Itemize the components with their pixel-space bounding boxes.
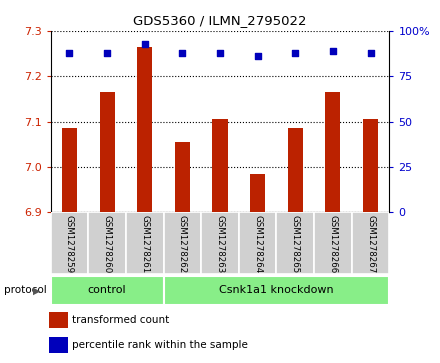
Bar [175, 142, 190, 212]
Bar [250, 174, 265, 212]
Text: ▶: ▶ [33, 285, 40, 295]
Text: protocol: protocol [4, 285, 47, 295]
Text: GSM1278264: GSM1278264 [253, 216, 262, 274]
Bar [88, 212, 126, 274]
Bar [363, 119, 378, 212]
Text: control: control [88, 285, 126, 295]
Text: Csnk1a1 knockdown: Csnk1a1 knockdown [219, 285, 334, 295]
Point [103, 50, 110, 56]
Text: GSM1278267: GSM1278267 [366, 216, 375, 274]
Text: GSM1278266: GSM1278266 [328, 216, 337, 274]
Bar [137, 47, 152, 212]
Bar [99, 92, 114, 212]
Text: GSM1278265: GSM1278265 [291, 216, 300, 274]
Text: GSM1278262: GSM1278262 [178, 216, 187, 274]
Text: transformed count: transformed count [73, 315, 170, 325]
Bar [49, 312, 68, 328]
Bar [126, 212, 164, 274]
Point [292, 50, 299, 56]
Point [141, 41, 148, 46]
Bar [49, 337, 68, 353]
Bar [51, 276, 164, 305]
Bar [288, 129, 303, 212]
Bar [62, 129, 77, 212]
Text: GSM1278261: GSM1278261 [140, 216, 149, 274]
Bar [164, 276, 389, 305]
Bar [326, 92, 341, 212]
Bar [164, 212, 201, 274]
Point [66, 50, 73, 56]
Bar [201, 212, 239, 274]
Point [216, 50, 224, 56]
Bar [51, 212, 88, 274]
Text: GSM1278259: GSM1278259 [65, 216, 74, 274]
Bar [239, 212, 276, 274]
Bar [314, 212, 352, 274]
Title: GDS5360 / ILMN_2795022: GDS5360 / ILMN_2795022 [133, 14, 307, 27]
Text: GSM1278263: GSM1278263 [216, 216, 224, 274]
Bar [213, 119, 227, 212]
Point [179, 50, 186, 56]
Text: percentile rank within the sample: percentile rank within the sample [73, 340, 248, 350]
Point [254, 53, 261, 59]
Point [367, 50, 374, 56]
Point [330, 48, 337, 54]
Bar [276, 212, 314, 274]
Bar [352, 212, 389, 274]
Text: GSM1278260: GSM1278260 [103, 216, 112, 274]
